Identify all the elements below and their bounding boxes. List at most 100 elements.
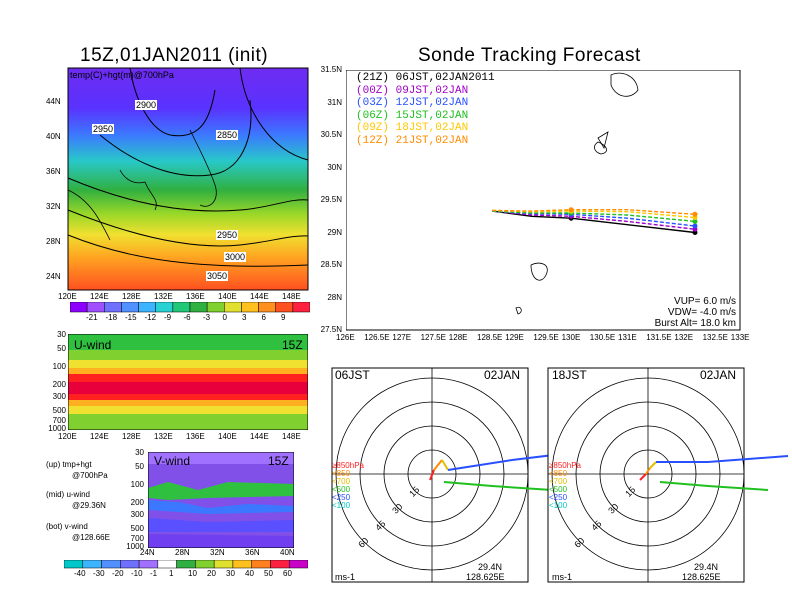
- pressure-tick-label: 30: [57, 330, 66, 339]
- colorbar-label: -40: [74, 569, 86, 578]
- level-legend-item: ≥850hPa: [549, 461, 581, 470]
- wind-trace: [433, 459, 443, 471]
- colorbar-swatch: [70, 302, 88, 313]
- v-wind-section: [148, 452, 294, 548]
- colorbar-label: -15: [125, 313, 137, 322]
- colorbar-swatch: [275, 302, 294, 313]
- lon-tick-label: 130.5E: [589, 333, 616, 342]
- colorbar-label: -3: [203, 313, 211, 322]
- colorbar-label: 40: [245, 569, 254, 578]
- lat-tick-label: 27.5N: [320, 325, 342, 334]
- colorbar-swatch: [101, 560, 121, 569]
- lon-tick-label: 136E: [186, 292, 205, 301]
- track-point: [692, 211, 698, 217]
- lat-tick-label: 31.5N: [320, 65, 342, 74]
- colorbar-swatch: [232, 560, 252, 569]
- contour-label: 3000: [224, 252, 247, 262]
- hodo-right-lat: 29.4N: [694, 562, 719, 572]
- lon-tick-label: 136E: [186, 432, 205, 441]
- contour-label: 2850: [216, 130, 239, 140]
- temp-field: [68, 68, 308, 290]
- colorbar-label: -9: [164, 313, 172, 322]
- colorbar-swatch: [189, 302, 208, 313]
- run-legend: (21Z) 06JST,02JAN2011 (00Z) 09JST,02JAN …: [356, 72, 495, 147]
- wind-trace: [447, 459, 513, 471]
- colorbar-swatch: [195, 560, 215, 569]
- note-up-2: @700hPa: [72, 471, 108, 480]
- lon-tick-label: 144E: [250, 292, 269, 301]
- lat-tick-label: 30N: [327, 162, 342, 172]
- hodo-left-unit: ms-1: [335, 572, 355, 582]
- colorbar-swatch: [138, 302, 156, 313]
- colorbar-swatch: [270, 560, 290, 569]
- pressure-tick-label: 50: [57, 344, 66, 353]
- note-mid-2: @29.36N: [72, 501, 106, 510]
- colorbar-swatch: [176, 560, 196, 569]
- level-legend-item: <500: [549, 485, 568, 494]
- v-wind-time: 15Z: [268, 454, 289, 468]
- contour-label: 2900: [135, 100, 158, 110]
- wind-trace: [429, 469, 435, 481]
- level-legend-item: <100: [549, 501, 568, 510]
- hodo-left-time: 06JST: [335, 368, 370, 382]
- lat-tick-label: 30.5N: [320, 130, 342, 139]
- wind-trace: [443, 481, 550, 491]
- hodo-right-date: 02JAN: [700, 368, 737, 382]
- colorbar-label: -30: [93, 569, 105, 578]
- lat-tick-label: 29N: [327, 227, 342, 237]
- colorbar-swatch: [241, 302, 259, 313]
- pressure-tick-label: 300: [130, 510, 144, 519]
- ring-label: 15: [407, 485, 421, 499]
- pressure-tick-label: 1000: [48, 424, 66, 433]
- note-bot-1: (bot) v-wind: [46, 522, 88, 531]
- temp-height-map: [67, 67, 309, 291]
- level-legend-item: <100: [332, 501, 351, 510]
- legend-run-21z: (21Z) 06JST,02JAN2011: [356, 72, 495, 84]
- ring-label: 30: [606, 502, 620, 516]
- u-wind-time: 15Z: [282, 338, 303, 352]
- wind-trace: [659, 481, 769, 491]
- colorbar-swatch: [155, 302, 174, 313]
- track-point: [692, 218, 698, 224]
- lon-tick-label: 127E: [392, 333, 412, 342]
- level-legend-item: <250: [332, 493, 351, 502]
- coastline-north: [610, 72, 639, 97]
- wind-colorbar: [64, 560, 308, 569]
- wind-trace: [649, 461, 657, 469]
- lon-tick-label: 148E: [282, 292, 301, 301]
- colorbar-swatch: [104, 302, 122, 313]
- lat-tick-label: 31N: [327, 97, 342, 107]
- level-legend-item: ≥850hPa: [332, 461, 364, 470]
- lon-tick-label: 132.5E: [702, 333, 728, 342]
- lon-tick-label: 126.5E: [364, 333, 390, 342]
- pressure-tick-label: 100: [52, 362, 66, 371]
- hodo-right-time: 18JST: [552, 368, 587, 382]
- hodo-left-lat: 29.4N: [478, 562, 503, 572]
- lon-tick-label: 128E: [122, 292, 141, 301]
- wind-trace: [511, 454, 550, 461]
- v-wind-label: V-wind: [154, 454, 191, 468]
- lon-tick-label: 128E: [448, 333, 468, 342]
- lon-tick-label: 120E: [58, 292, 77, 301]
- pressure-tick-label: 700: [130, 534, 144, 543]
- hodo-left-date: 02JAN: [484, 368, 521, 382]
- colorbar-label: 6: [261, 313, 266, 322]
- ring-label: 60: [356, 536, 370, 550]
- level-legend-item: <250: [549, 493, 568, 502]
- colorbar-label: -12: [144, 313, 157, 322]
- track-point: [692, 223, 698, 229]
- lat-tick-label: 32N: [46, 202, 61, 211]
- colorbar-label: 20: [207, 569, 216, 578]
- pressure-tick-label: 500: [52, 406, 66, 415]
- pressure-tick-label: 200: [52, 380, 66, 389]
- legend-run-03z: (03Z) 12JST,02JAN: [356, 97, 469, 109]
- lat-tick-label: 40N: [46, 132, 61, 141]
- level-legend-item: <850: [332, 469, 351, 478]
- ring-label: 60: [572, 536, 586, 550]
- contour-label: 3050: [206, 271, 229, 281]
- lon-tick-label: 144E: [250, 432, 269, 441]
- lat-tick-label: 44N: [46, 97, 61, 106]
- lon-tick-label: 148E: [282, 432, 301, 441]
- pressure-tick-label: 500: [130, 524, 144, 533]
